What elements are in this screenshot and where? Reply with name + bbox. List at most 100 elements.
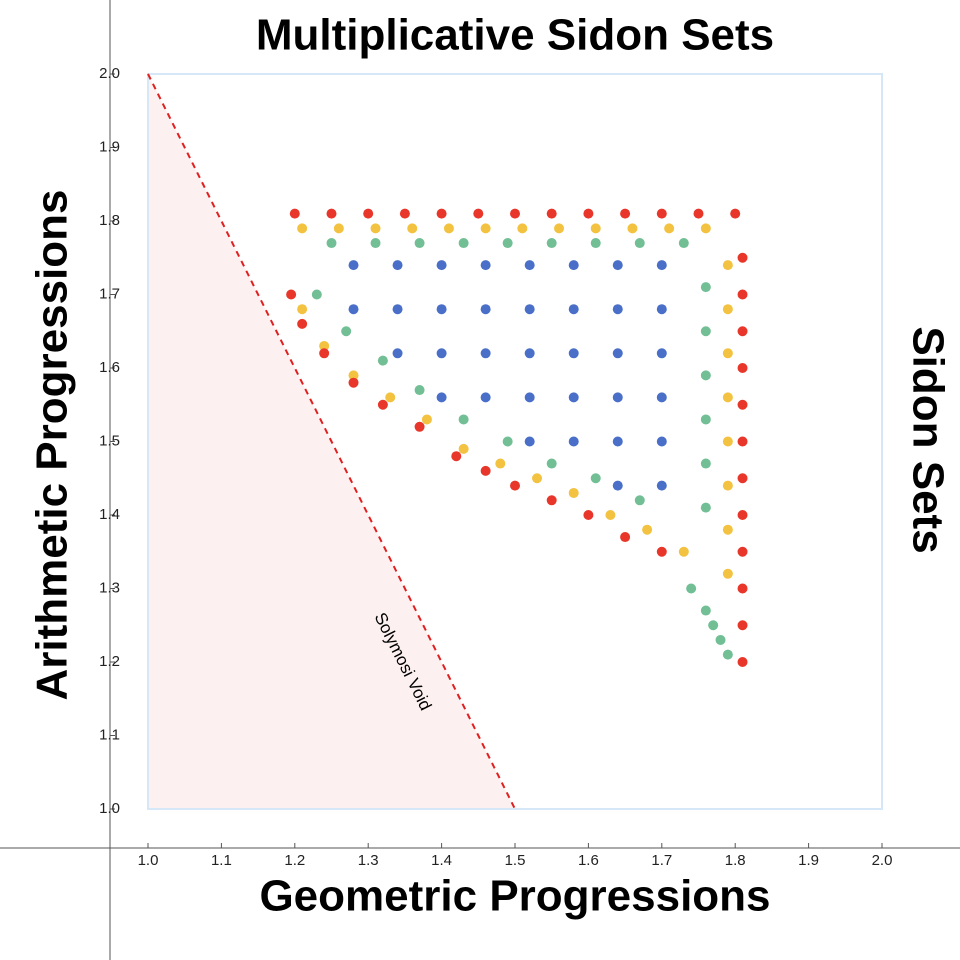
x-tick-label: 1.5 bbox=[505, 852, 526, 869]
plot-layer: Solymosi Void bbox=[147, 73, 883, 810]
scatter-point bbox=[722, 436, 733, 447]
scatter-point bbox=[407, 223, 418, 234]
scatter-point bbox=[568, 487, 579, 498]
x-tick-label: 2.0 bbox=[872, 852, 893, 869]
scatter-point bbox=[656, 208, 667, 219]
scatter-point bbox=[590, 473, 601, 484]
scatter-point bbox=[480, 392, 491, 403]
scatter-point bbox=[708, 620, 719, 631]
scatter-point bbox=[700, 326, 711, 337]
scatter-point bbox=[480, 304, 491, 315]
scatter-point bbox=[363, 208, 374, 219]
scatter-point bbox=[686, 583, 697, 594]
scatter-point bbox=[583, 510, 594, 520]
scatter-point bbox=[348, 260, 359, 271]
scatter-point bbox=[436, 304, 447, 315]
scatter-point bbox=[737, 436, 748, 447]
scatter-point bbox=[568, 348, 579, 359]
y-tick-label: 1.6 bbox=[99, 359, 120, 376]
scatter-point bbox=[700, 605, 711, 616]
scatter-point bbox=[436, 208, 447, 219]
scatter-point bbox=[737, 326, 748, 337]
scatter-point bbox=[341, 326, 352, 337]
scatter-point bbox=[311, 289, 322, 300]
scatter-point bbox=[392, 348, 403, 359]
scatter-point bbox=[678, 238, 689, 249]
scatter-point bbox=[436, 392, 447, 403]
scatter-point bbox=[326, 208, 337, 219]
scatter-point bbox=[737, 620, 748, 631]
scatter-point bbox=[583, 208, 594, 219]
y-tick-label: 1.0 bbox=[99, 800, 120, 817]
scatter-point bbox=[524, 260, 535, 271]
scatter-point bbox=[495, 458, 506, 469]
scatter-point bbox=[286, 289, 297, 300]
scatter-point bbox=[546, 458, 557, 469]
y-tick-label: 1.2 bbox=[99, 653, 120, 670]
scatter-point bbox=[348, 304, 359, 315]
scatter-point bbox=[319, 340, 330, 351]
scatter-point bbox=[620, 532, 631, 543]
scatter-point bbox=[605, 510, 616, 520]
scatter-point bbox=[546, 208, 557, 219]
y-tick-label: 1.9 bbox=[99, 138, 120, 155]
scatter-point bbox=[612, 392, 623, 403]
scatter-point bbox=[656, 480, 667, 491]
scatter-point bbox=[737, 399, 748, 410]
scatter-point bbox=[730, 208, 741, 219]
scatter-point bbox=[634, 238, 645, 249]
scatter-point bbox=[370, 238, 381, 249]
scatter-point bbox=[348, 377, 359, 388]
scatter-point bbox=[377, 399, 388, 410]
scatter-point bbox=[348, 370, 359, 381]
scatter-point bbox=[546, 495, 557, 506]
y-tick-label: 1.4 bbox=[99, 506, 120, 523]
scatter-point bbox=[458, 414, 469, 425]
scatter-point bbox=[722, 649, 733, 660]
scatter-point bbox=[524, 392, 535, 403]
scatter-point bbox=[385, 392, 396, 403]
x-tick-label: 1.4 bbox=[431, 852, 452, 869]
scatter-point bbox=[678, 546, 689, 557]
x-tick-label: 1.6 bbox=[578, 852, 599, 869]
y-axis-title: Arithmetic Progressions bbox=[28, 189, 77, 700]
scatter-point bbox=[737, 289, 748, 300]
scatter-point bbox=[700, 414, 711, 425]
scatter-point bbox=[612, 260, 623, 271]
scatter-point bbox=[414, 385, 425, 396]
scatter-point bbox=[656, 392, 667, 403]
scatter-point bbox=[297, 223, 308, 234]
plot-frame bbox=[147, 73, 883, 810]
scatter-point bbox=[612, 348, 623, 359]
scatter-point bbox=[656, 260, 667, 271]
y-tick-label: 1.8 bbox=[99, 212, 120, 229]
scatter-point bbox=[693, 208, 704, 219]
scatter-point bbox=[510, 208, 520, 219]
scatter-point bbox=[377, 355, 388, 366]
scatter-point bbox=[480, 223, 491, 234]
scatter-point bbox=[502, 436, 513, 447]
x-tick-label: 1.8 bbox=[725, 852, 746, 869]
scatter-point bbox=[333, 223, 344, 234]
scatter-point bbox=[612, 480, 623, 491]
scatter-point bbox=[568, 392, 579, 403]
scatter-point bbox=[289, 208, 300, 219]
y-tick-label: 1.7 bbox=[99, 285, 120, 302]
x-tick-label: 1.0 bbox=[138, 852, 159, 869]
scatter-point bbox=[700, 370, 711, 381]
scatter-point bbox=[399, 208, 410, 219]
scatter-point bbox=[656, 546, 667, 557]
scatter-point bbox=[722, 348, 733, 359]
scatter-point bbox=[451, 451, 462, 462]
scatter-point bbox=[722, 392, 733, 403]
scatter-point bbox=[480, 260, 491, 271]
scatter-point bbox=[392, 260, 403, 271]
right-axis-title: Sidon Sets bbox=[903, 326, 952, 553]
scatter-point bbox=[612, 436, 623, 447]
y-tick-label: 1.3 bbox=[99, 579, 120, 596]
scatter-point bbox=[436, 348, 447, 359]
scatter-point bbox=[590, 238, 601, 249]
scatter-point bbox=[392, 304, 403, 315]
scatter-point bbox=[568, 436, 579, 447]
scatter-point bbox=[524, 348, 535, 359]
